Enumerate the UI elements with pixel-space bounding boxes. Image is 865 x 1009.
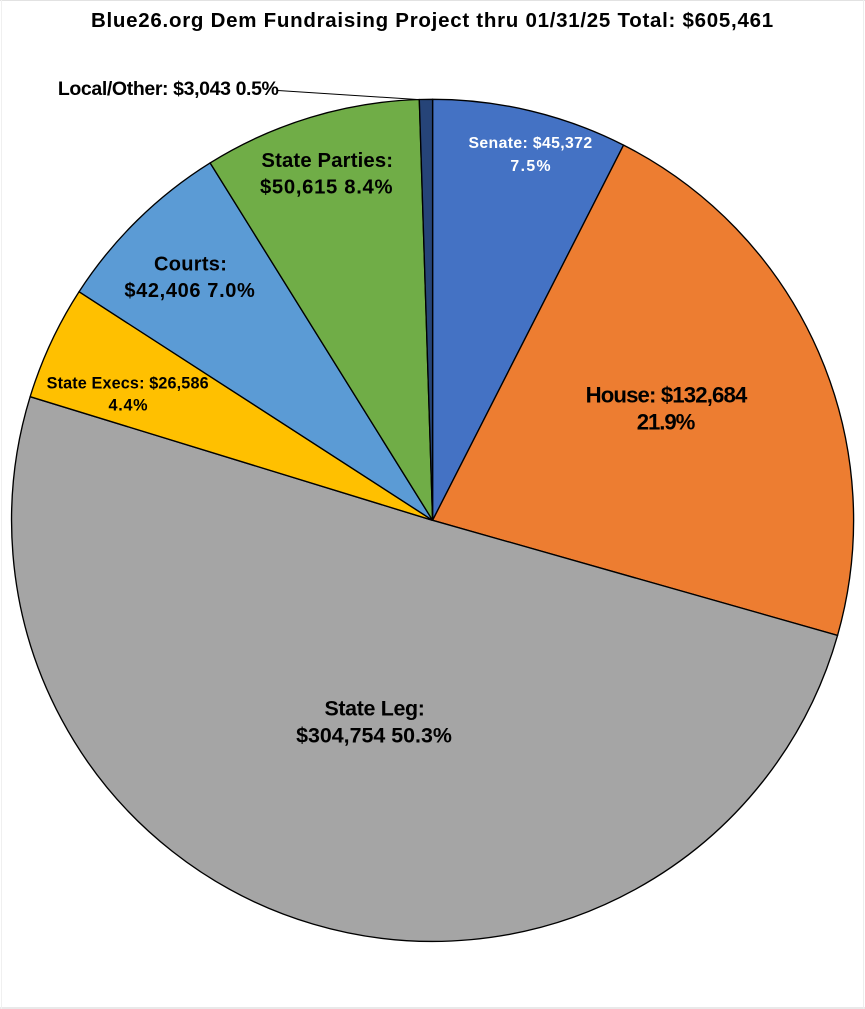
svg-text:State Parties:: State Parties:: [261, 150, 393, 172]
svg-text:State Execs: $26,586: State Execs: $26,586: [47, 375, 209, 393]
svg-text:4.4%: 4.4%: [109, 397, 149, 415]
svg-text:State Leg:: State Leg:: [324, 696, 424, 720]
svg-text:Blue26.org Dem Fundraising Pro: Blue26.org Dem Fundraising Project thru …: [91, 9, 774, 32]
svg-text:21.9%: 21.9%: [637, 410, 696, 435]
svg-text:Courts:: Courts:: [154, 253, 227, 275]
svg-text:Senate: $45,372: Senate: $45,372: [469, 135, 593, 152]
svg-text:7.5%: 7.5%: [510, 158, 552, 175]
svg-text:House: $132,684: House: $132,684: [586, 383, 748, 408]
svg-text:$42,406 7.0%: $42,406 7.0%: [124, 280, 255, 302]
svg-text:$304,754 50.3%: $304,754 50.3%: [296, 723, 452, 747]
svg-text:Local/Other: $3,043 0.5%: Local/Other: $3,043 0.5%: [58, 78, 279, 100]
svg-text:$50,615 8.4%: $50,615 8.4%: [260, 177, 393, 199]
